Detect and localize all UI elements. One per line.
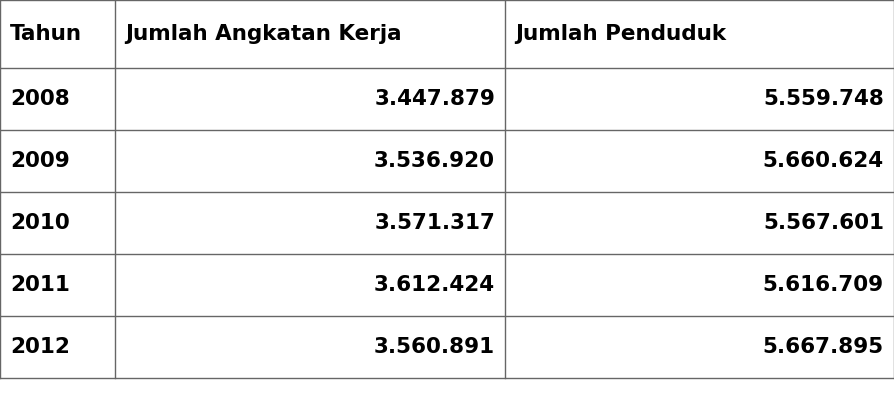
Text: Tahun: Tahun bbox=[10, 24, 82, 44]
Text: 3.536.920: 3.536.920 bbox=[374, 151, 495, 171]
Text: 2012: 2012 bbox=[10, 337, 70, 357]
Text: 5.567.601: 5.567.601 bbox=[763, 213, 884, 233]
Text: 2011: 2011 bbox=[10, 275, 70, 295]
Text: 5.660.624: 5.660.624 bbox=[763, 151, 884, 171]
Text: 3.571.317: 3.571.317 bbox=[374, 213, 495, 233]
Text: 3.612.424: 3.612.424 bbox=[374, 275, 495, 295]
Text: 5.616.709: 5.616.709 bbox=[763, 275, 884, 295]
Text: 3.447.879: 3.447.879 bbox=[374, 89, 495, 109]
Text: Jumlah Penduduk: Jumlah Penduduk bbox=[515, 24, 726, 44]
Text: 3.560.891: 3.560.891 bbox=[374, 337, 495, 357]
Text: 2009: 2009 bbox=[10, 151, 70, 171]
Text: 5.667.895: 5.667.895 bbox=[763, 337, 884, 357]
Text: 2010: 2010 bbox=[10, 213, 70, 233]
Text: 5.559.748: 5.559.748 bbox=[763, 89, 884, 109]
Text: 2008: 2008 bbox=[10, 89, 70, 109]
Text: Jumlah Angkatan Kerja: Jumlah Angkatan Kerja bbox=[125, 24, 401, 44]
